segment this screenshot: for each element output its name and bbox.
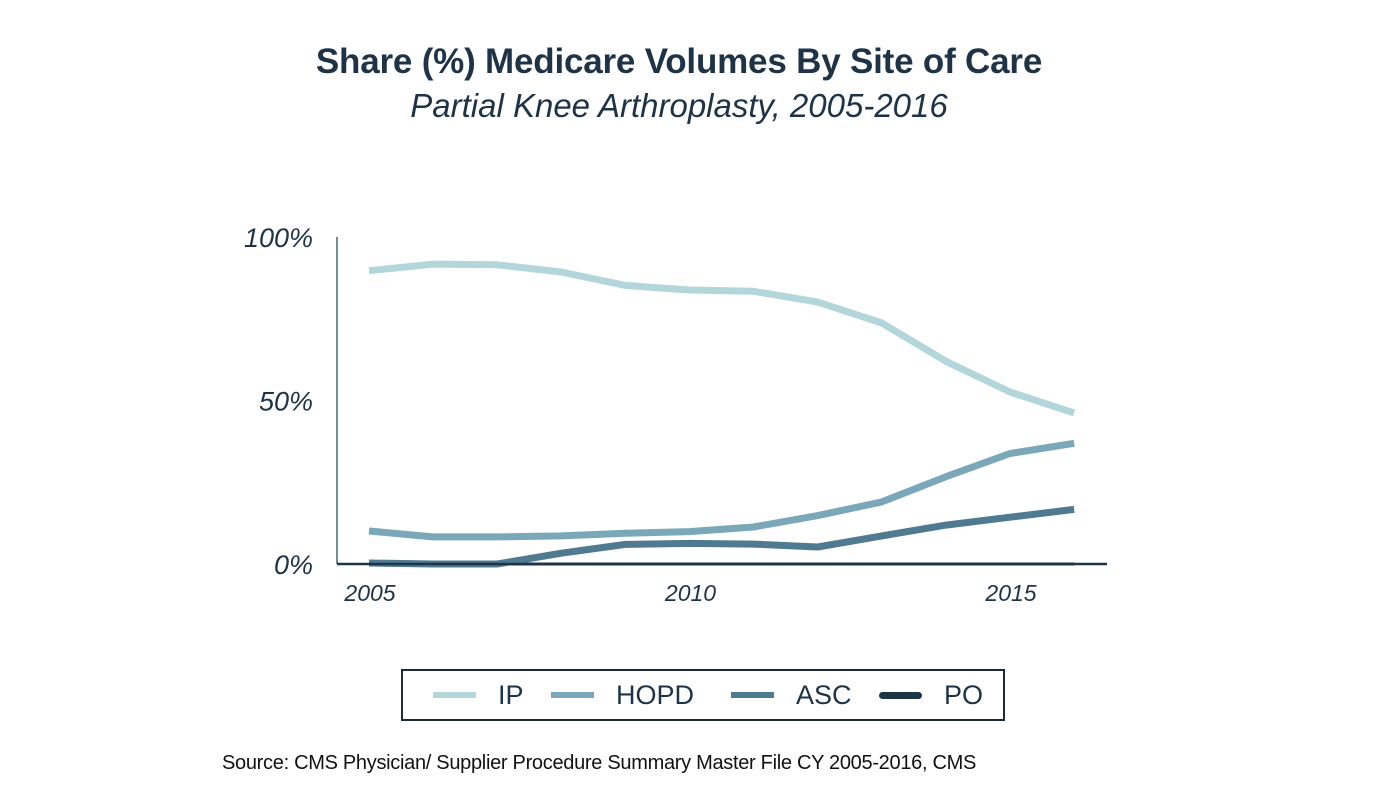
legend-swatch-po xyxy=(879,691,922,699)
source-note: Source: CMS Physician/ Supplier Procedur… xyxy=(222,752,977,774)
legend-item-hopd: HOPD xyxy=(551,671,694,719)
y-tick-label: 100% xyxy=(244,223,313,253)
y-tick-labels: 0% 50% 100% xyxy=(244,223,313,580)
x-tick-label: 2005 xyxy=(343,580,395,606)
chart-title: Share (%) Medicare Volumes By Site of Ca… xyxy=(315,42,1043,81)
x-tick-label: 2010 xyxy=(664,580,716,606)
legend-swatch-asc xyxy=(731,692,774,698)
series-line-ip xyxy=(368,260,1076,417)
x-tick-label: 2015 xyxy=(984,580,1036,606)
legend-item-asc: ASC xyxy=(731,671,852,719)
x-tick-labels: 2005 2010 2015 xyxy=(343,580,1036,606)
legend: IP HOPD ASC PO xyxy=(401,669,1005,721)
y-tick-label: 50% xyxy=(259,387,313,417)
legend-label-ip: IP xyxy=(498,679,524,710)
legend-label-po: PO xyxy=(944,679,984,710)
legend-item-po: PO xyxy=(879,671,983,719)
chart-subtitle: Partial Knee Arthroplasty, 2005-2016 xyxy=(410,87,948,124)
legend-label-hopd: HOPD xyxy=(616,679,695,710)
y-tick-label: 0% xyxy=(274,550,313,580)
legend-swatch-hopd xyxy=(551,692,594,698)
series-line-hopd xyxy=(368,439,1075,541)
legend-item-ip: IP xyxy=(433,671,524,719)
legend-label-asc: ASC xyxy=(796,679,852,710)
legend-swatch-ip xyxy=(433,692,476,698)
series-layer xyxy=(368,260,1076,568)
